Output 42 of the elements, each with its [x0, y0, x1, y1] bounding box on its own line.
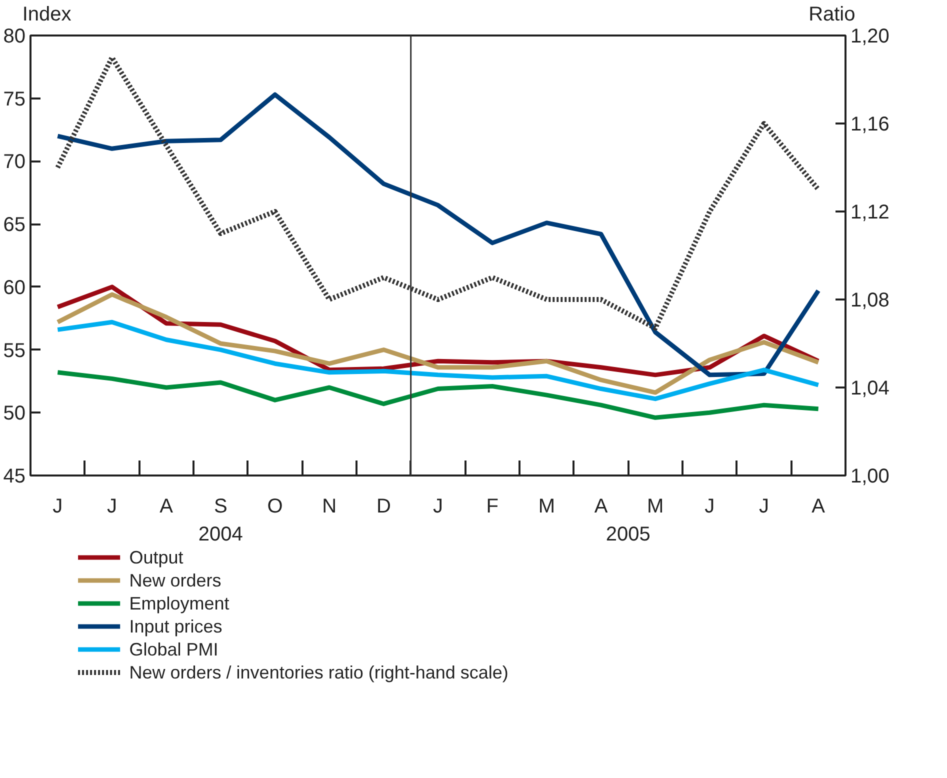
x-tick-label: A — [594, 496, 608, 518]
x-tick-label: A — [160, 496, 174, 518]
y-tick-label: 75 — [3, 88, 26, 110]
x-tick-label: N — [322, 496, 337, 518]
y-tick-label: 70 — [3, 151, 26, 174]
y-tick-label: 60 — [3, 276, 26, 299]
y-tick-label: 80 — [3, 26, 26, 48]
y2-tick-label: 1,00 — [850, 466, 890, 488]
y2-tick-label: 1,20 — [850, 26, 890, 48]
x-tick-label: J — [107, 496, 117, 518]
x-tick-label: F — [486, 496, 498, 518]
y2-tick-label: 1,12 — [850, 202, 890, 224]
line-series — [55, 320, 821, 402]
text: 2004 — [198, 524, 243, 546]
x-tick-label: S — [214, 496, 228, 518]
y-tick-label: 50 — [3, 402, 26, 425]
y2-tick-label: 1,04 — [850, 378, 890, 400]
x-tick-label: J — [759, 496, 769, 518]
y-axis-title: Index — [22, 4, 72, 26]
y2-axis-title: Ratio — [808, 4, 856, 26]
text: 2005 — [606, 524, 650, 546]
x-tick-label: O — [267, 496, 283, 518]
legend-label: New orders — [129, 570, 222, 590]
y-tick-label: 65 — [3, 214, 26, 236]
y-tick-label: 55 — [3, 340, 26, 362]
x-tick-label: J — [433, 496, 443, 518]
legend-label: Output — [129, 548, 184, 568]
legend-label: Employment — [129, 594, 230, 614]
x-tick-label: M — [647, 496, 664, 518]
y2-tick-label: 1,16 — [850, 114, 890, 136]
x-tick-label: M — [538, 496, 556, 518]
line-series — [55, 292, 821, 395]
legend-label: Global PMI — [129, 640, 218, 660]
x-tick-label: J — [52, 496, 63, 518]
y2-tick-label: 1,08 — [850, 290, 890, 312]
y-tick-label: 45 — [3, 466, 26, 488]
legend-label: New orders / inventories ratio (right-hand scale) — [129, 662, 508, 682]
x-tick-label: J — [704, 496, 715, 518]
x-tick-label: D — [376, 496, 391, 518]
x-tick-label: A — [812, 496, 826, 518]
line-series — [55, 92, 821, 378]
legend-label: Input prices — [129, 616, 222, 636]
